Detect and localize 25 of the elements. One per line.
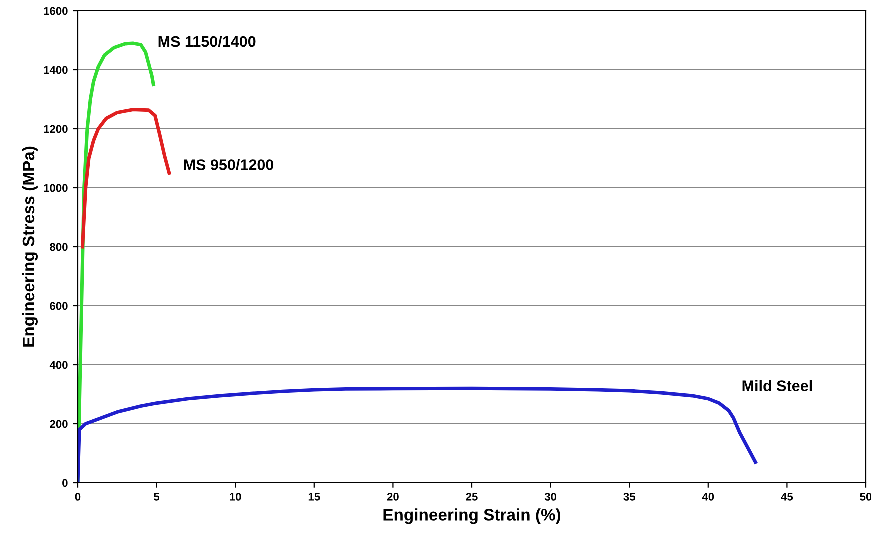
x-tick-label: 15 <box>308 493 320 501</box>
y-tick-label: 200 <box>50 420 68 428</box>
x-tick-label: 30 <box>544 493 557 501</box>
y-tick-label: 1400 <box>44 66 68 74</box>
x-tick-label: 10 <box>230 493 242 501</box>
x-tick-label: 45 <box>781 493 794 501</box>
y-tick-label: 1200 <box>44 125 68 134</box>
x-tick-label: 0 <box>75 493 81 501</box>
x-tick-label: 5 <box>154 493 160 501</box>
y-tick-label: 1600 <box>44 7 68 16</box>
y-axis-title: Engineering Stress (MPa) <box>22 146 38 347</box>
line-series <box>80 108 172 249</box>
x-tick-label: 25 <box>466 493 478 501</box>
y-tick-label: 400 <box>50 361 68 370</box>
x-tick-label: 35 <box>624 493 636 501</box>
x-axis-title: Engineering Strain (%) <box>384 508 561 524</box>
y-tick-label: 600 <box>50 302 68 310</box>
series-label: MS 950/1200 <box>184 159 274 171</box>
y-tick-label: 0 <box>62 479 68 488</box>
series-label: Mild Steel <box>742 380 812 392</box>
x-tick-label: 20 <box>387 493 399 501</box>
series-label: MS 1150/1400 <box>158 36 256 48</box>
y-tick-label: 1000 <box>44 184 68 192</box>
x-tick-label: 40 <box>702 493 714 501</box>
y-tick-label: 800 <box>50 243 68 252</box>
